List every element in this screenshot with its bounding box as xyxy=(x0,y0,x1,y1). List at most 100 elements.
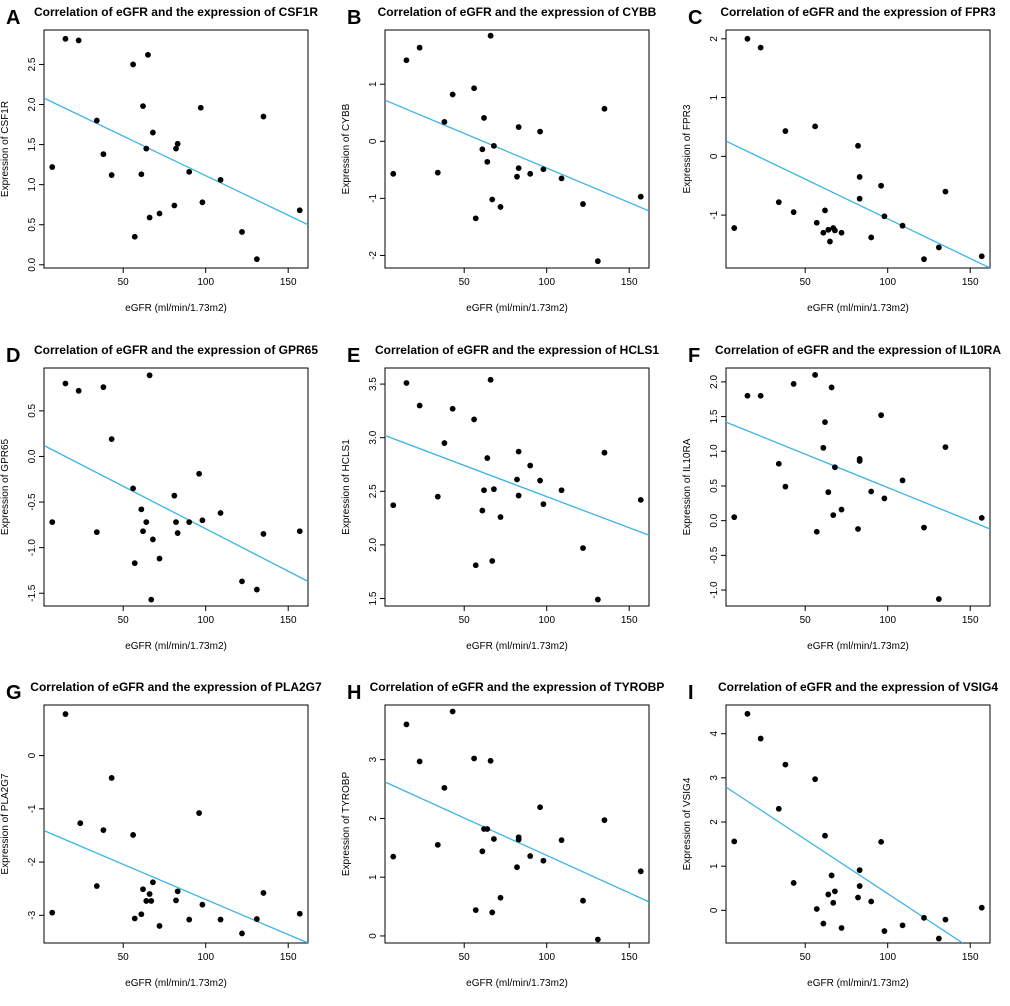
y-tick-label: 0.5 xyxy=(27,403,38,417)
data-point xyxy=(489,909,496,916)
x-axis-label-b: eGFR (ml/min/1.73m2) xyxy=(466,303,568,314)
x-axis-label-e: eGFR (ml/min/1.73m2) xyxy=(466,641,568,652)
y-tick-label: 2.5 xyxy=(368,484,379,498)
data-point xyxy=(471,416,477,423)
y-tick-label: -1.5 xyxy=(27,584,38,602)
y-tick-label: 1 xyxy=(709,94,720,100)
y-tick-label: 0.5 xyxy=(27,217,38,231)
data-point xyxy=(434,169,441,176)
data-point xyxy=(140,886,146,893)
data-point xyxy=(100,151,107,158)
data-point xyxy=(825,489,832,496)
data-point xyxy=(100,384,107,391)
data-point xyxy=(820,920,827,927)
panel-letter-c: C xyxy=(688,7,702,29)
data-point xyxy=(146,891,153,897)
data-point xyxy=(174,140,181,147)
data-point xyxy=(515,448,522,455)
y-tick-label: -2 xyxy=(368,251,379,260)
panel-a: A Correlation of eGFR and the expression … xyxy=(0,5,318,314)
plot-frame-e xyxy=(384,367,650,607)
y-tick-label: 1.5 xyxy=(709,409,720,423)
data-point xyxy=(93,117,100,124)
data-point xyxy=(131,233,138,240)
data-point xyxy=(935,935,942,942)
data-point xyxy=(558,175,565,182)
x-tick-label: 100 xyxy=(879,952,896,963)
chart-title-e: Correlation of eGFR and the expression o… xyxy=(375,343,659,357)
data-point xyxy=(472,562,479,569)
data-point xyxy=(416,44,423,51)
data-point xyxy=(472,215,479,222)
data-point xyxy=(140,528,146,535)
data-point xyxy=(484,826,491,832)
data-point xyxy=(186,168,193,175)
data-point xyxy=(491,486,497,493)
x-tick-label: 100 xyxy=(538,615,555,626)
data-point xyxy=(921,256,927,263)
data-point xyxy=(487,32,494,39)
y-tick-label: 0 xyxy=(709,907,720,913)
data-point xyxy=(942,444,949,451)
data-point xyxy=(130,61,137,68)
data-point xyxy=(260,890,267,896)
y-tick-label: -1 xyxy=(709,210,720,219)
data-point xyxy=(825,226,832,233)
data-point xyxy=(93,529,100,536)
data-point xyxy=(812,123,818,130)
data-point xyxy=(731,514,738,521)
data-point xyxy=(497,894,504,901)
y-tick-label: 1 xyxy=(368,81,379,87)
data-point xyxy=(484,455,491,461)
data-point xyxy=(540,857,547,864)
data-point xyxy=(260,531,267,537)
y-tick-label: 0 xyxy=(27,752,38,758)
x-tick-label: 50 xyxy=(800,615,812,626)
data-point xyxy=(878,838,884,845)
x-tick-label: 50 xyxy=(118,615,130,626)
data-point xyxy=(197,104,204,111)
data-point xyxy=(921,914,927,921)
panel-e: E Correlation of eGFR and the expression … xyxy=(341,343,659,652)
data-point xyxy=(832,227,838,234)
data-point xyxy=(239,930,245,937)
data-point xyxy=(813,906,820,912)
data-point xyxy=(637,496,644,503)
data-point xyxy=(812,776,818,783)
y-tick-label: 2 xyxy=(368,815,379,821)
data-point xyxy=(296,528,303,535)
data-point xyxy=(491,836,497,842)
data-point xyxy=(472,907,479,913)
data-point xyxy=(150,879,156,886)
y-tick-label: 2.0 xyxy=(27,97,38,111)
data-point xyxy=(935,244,942,251)
data-point xyxy=(108,436,115,443)
x-axis-label-c: eGFR (ml/min/1.73m2) xyxy=(807,303,909,314)
x-tick-label: 50 xyxy=(118,277,130,288)
data-point xyxy=(855,894,861,901)
y-axis-label-b: Expression of CYBB xyxy=(341,103,352,194)
fit-line-i xyxy=(726,786,963,943)
y-axis-label-i: Expression of VSIG4 xyxy=(682,777,693,870)
fit-line-c xyxy=(726,140,990,268)
data-point xyxy=(196,810,203,816)
data-point xyxy=(479,848,486,855)
data-point xyxy=(471,85,477,92)
y-tick-label: 0 xyxy=(368,933,379,939)
panel-d: D Correlation of eGFR and the expression … xyxy=(0,343,318,652)
y-axis-label-a: Expression of CSF1R xyxy=(0,101,11,197)
data-point xyxy=(978,904,985,911)
data-point xyxy=(827,238,833,245)
x-tick-label: 100 xyxy=(538,952,555,963)
data-point xyxy=(75,387,82,394)
data-point xyxy=(174,888,181,895)
x-tick-label: 100 xyxy=(197,277,214,288)
data-point xyxy=(830,899,837,906)
data-point xyxy=(757,392,764,399)
data-point xyxy=(812,372,818,378)
data-point xyxy=(558,837,565,844)
data-point xyxy=(731,838,738,845)
data-point xyxy=(138,911,145,918)
x-tick-label: 50 xyxy=(459,952,471,963)
data-point xyxy=(199,517,206,524)
